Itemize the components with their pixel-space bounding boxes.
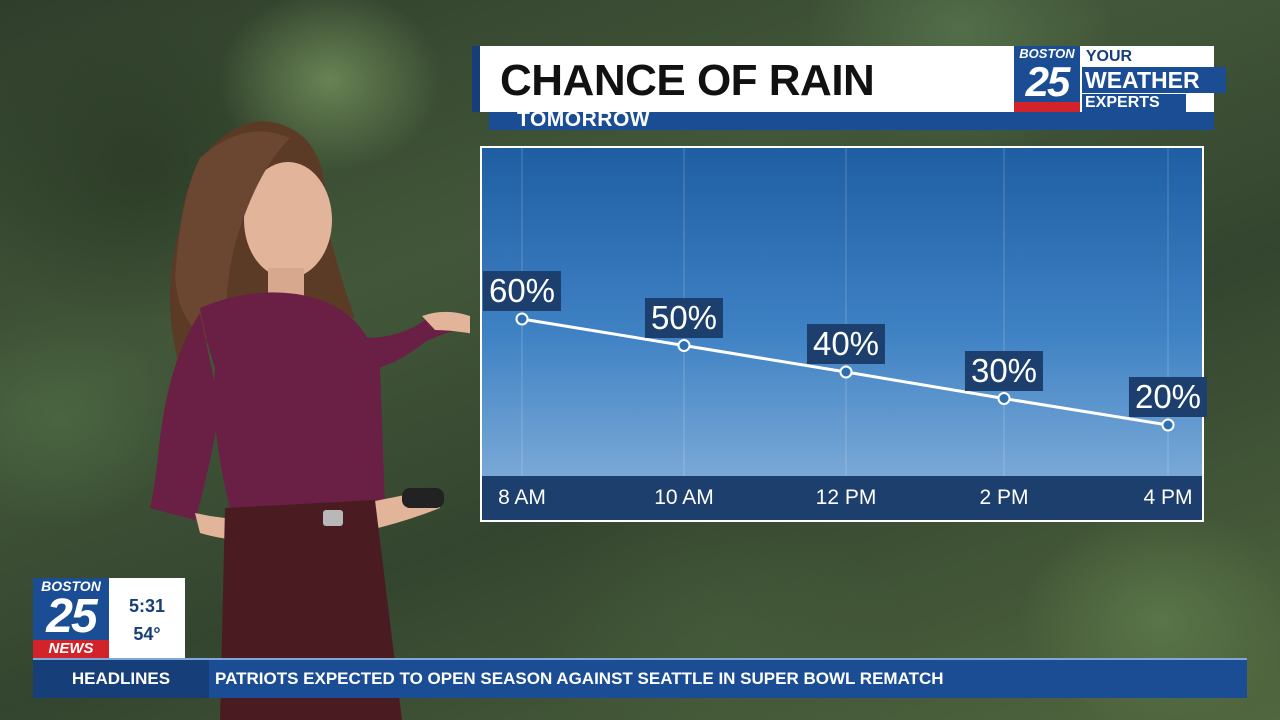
news-bug: BOSTON 25 NEWS 5:31 54° — [33, 578, 185, 658]
bug-info: 5:31 54° — [109, 578, 185, 658]
x-tick-label-3: 2 PM — [979, 486, 1029, 509]
bug-number: 25 — [33, 593, 109, 641]
current-temperature: 54° — [133, 624, 161, 644]
current-time: 5:31 — [128, 596, 166, 616]
subtitle-bar: TOMORROW — [489, 112, 1214, 130]
ticker-headline: PATRIOTS EXPECTED TO OPEN SEASON AGAINST… — [215, 669, 944, 688]
logo-city: BOSTON — [1014, 46, 1080, 62]
data-label-4: 20% — [1128, 377, 1208, 417]
data-label-1: 50% — [644, 297, 724, 338]
presenter-figure — [140, 108, 470, 720]
logo-number: 25 — [1014, 61, 1080, 103]
data-label-2: 40% — [806, 324, 886, 364]
data-point-3 — [997, 392, 1011, 405]
data-label-0: 60% — [482, 271, 562, 311]
data-point-1 — [677, 339, 691, 352]
title-bar: CHANCE OF RAIN — [472, 46, 1214, 112]
station-logo: BOSTON 25 YOUR WEATHER EXPERTS — [1014, 46, 1226, 114]
headline-ticker: HEADLINES PATRIOTS EXPECTED TO OPEN SEAS… — [33, 658, 1247, 698]
bug-city: BOSTON — [33, 578, 109, 594]
x-tick-label-2: 12 PM — [815, 486, 877, 509]
x-axis-band — [482, 476, 1202, 520]
rain-chart: 60% 50% 40% 30% 20% 8 AM 10 AM 12 PM 2 PM 4 PM — [480, 146, 1208, 522]
x-tick-label-0: 8 AM — [498, 486, 546, 509]
logo-your: YOUR — [1082, 48, 1136, 66]
data-point-4 — [1161, 418, 1175, 432]
ticker-label: HEADLINES — [33, 660, 209, 698]
chart-subtitle: TOMORROW — [517, 112, 651, 130]
logo-red-stripe — [1014, 102, 1080, 112]
data-point-0 — [515, 312, 529, 326]
bug-brand: NEWS — [33, 640, 109, 658]
chart-plot — [515, 148, 1175, 476]
data-point-2 — [839, 365, 853, 379]
x-tick-label-1: 10 AM — [654, 486, 714, 509]
logo-experts: EXPERTS — [1082, 94, 1186, 112]
logo-weather: WEATHER — [1082, 67, 1226, 93]
chart-title: CHANCE OF RAIN — [500, 56, 875, 105]
data-label-3: 30% — [964, 350, 1044, 391]
x-tick-label-4: 4 PM — [1143, 486, 1193, 509]
bug-logo: BOSTON 25 NEWS — [33, 578, 109, 658]
